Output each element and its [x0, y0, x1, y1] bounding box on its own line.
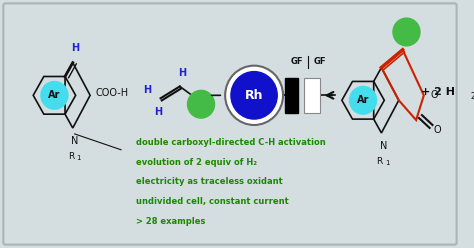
Text: 1: 1	[77, 155, 81, 161]
Text: N: N	[71, 136, 78, 146]
Text: Rh: Rh	[245, 89, 264, 102]
Circle shape	[225, 66, 283, 125]
Text: R: R	[68, 152, 74, 161]
Text: 1: 1	[385, 160, 390, 166]
Text: Ar: Ar	[48, 90, 61, 100]
Text: COO-H: COO-H	[96, 88, 129, 98]
Text: evolution of 2 equiv of H₂: evolution of 2 equiv of H₂	[137, 158, 257, 167]
Text: Ar: Ar	[357, 95, 369, 105]
Bar	[304, 78, 319, 113]
Circle shape	[231, 72, 277, 119]
Text: N: N	[380, 141, 387, 151]
Text: 2: 2	[470, 92, 474, 101]
Text: H: H	[155, 107, 163, 117]
Circle shape	[188, 90, 215, 118]
Circle shape	[349, 86, 376, 114]
Text: > 28 examples: > 28 examples	[137, 217, 206, 226]
Text: + 2 H: + 2 H	[421, 87, 455, 97]
Text: R: R	[376, 157, 383, 166]
Circle shape	[41, 82, 68, 109]
Text: GF: GF	[313, 57, 326, 66]
Text: electricity as traceless oxidant: electricity as traceless oxidant	[137, 177, 283, 186]
Text: undivided cell, constant current: undivided cell, constant current	[137, 197, 289, 206]
Text: GF: GF	[290, 57, 303, 66]
Bar	[285, 78, 299, 113]
Text: H: H	[71, 43, 79, 53]
FancyBboxPatch shape	[3, 3, 456, 245]
Text: H: H	[143, 85, 151, 95]
Text: double carboxyl-directed C-H activation: double carboxyl-directed C-H activation	[137, 138, 326, 147]
Circle shape	[393, 18, 420, 46]
Text: H: H	[178, 68, 186, 78]
Text: O: O	[430, 90, 438, 100]
Text: O: O	[434, 125, 441, 135]
